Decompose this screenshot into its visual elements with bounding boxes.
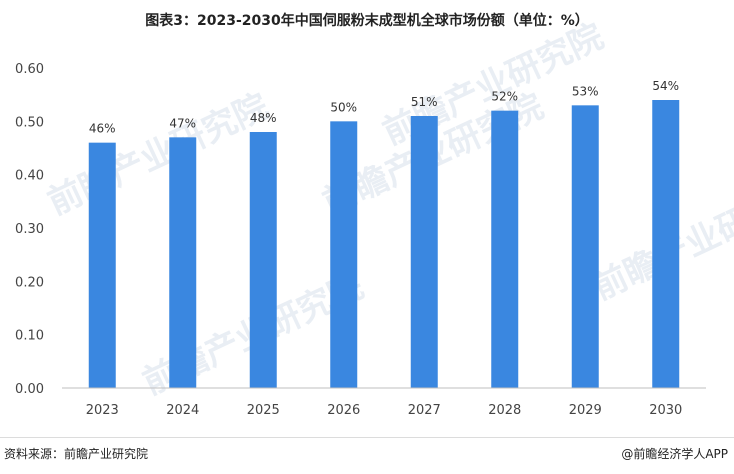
bar: [88, 142, 116, 388]
data-label: 46%: [89, 122, 116, 136]
footer-divider: [0, 437, 734, 438]
y-tick-label: 0.30: [15, 222, 44, 237]
data-label: 48%: [250, 111, 277, 125]
source-note: 资料来源：前瞻产业研究院: [4, 447, 149, 461]
bar: [169, 137, 197, 388]
chart-title: 图表3：2023-2030年中国伺服粉末成型机全球市场份额（单位：%）: [145, 13, 589, 29]
watermark-text: 前瞻产业研究院: [42, 86, 275, 223]
x-tick-label: 2030: [649, 403, 682, 418]
x-tick-label: 2027: [408, 403, 441, 418]
data-label: 51%: [411, 95, 438, 109]
bar: [491, 110, 519, 389]
bar: [249, 132, 277, 388]
x-tick-label: 2025: [247, 403, 280, 418]
y-tick-label: 0.50: [15, 115, 44, 130]
y-tick-label: 0.60: [15, 62, 44, 77]
x-tick-label: 2024: [166, 403, 199, 418]
bar: [571, 105, 599, 388]
y-tick-label: 0.00: [15, 382, 44, 397]
data-label: 53%: [572, 84, 599, 98]
x-tick-label: 2029: [569, 403, 602, 418]
bar: [652, 100, 680, 388]
data-label: 47%: [169, 116, 196, 130]
bar: [330, 121, 358, 388]
y-tick-label: 0.40: [15, 169, 44, 184]
watermark-layer: 前瞻产业研究院前瞻产业研究院前瞻产业研究院前瞻产业研究院前瞻产业研究院: [42, 16, 734, 403]
data-label: 54%: [652, 79, 679, 93]
bars-layer: 46% 47% 48% 50% 51% 52% 53% 54%: [88, 79, 680, 389]
x-tick-label: 2023: [86, 403, 119, 418]
x-tick-label: 2026: [327, 403, 360, 418]
x-tick-label: 2028: [488, 403, 521, 418]
data-label: 52%: [491, 90, 518, 104]
brand-label: @前瞻经济学人APP: [621, 447, 728, 461]
y-tick-label: 0.20: [15, 275, 44, 290]
x-axis: 2023 2024 2025 2026 2027 2028 2029 2030: [62, 387, 706, 418]
bar: [410, 116, 438, 388]
y-tick-label: 0.10: [15, 329, 44, 344]
data-label: 50%: [330, 100, 357, 114]
y-axis: 0.00 0.10 0.20 0.30 0.40 0.50 0.60: [15, 62, 44, 397]
